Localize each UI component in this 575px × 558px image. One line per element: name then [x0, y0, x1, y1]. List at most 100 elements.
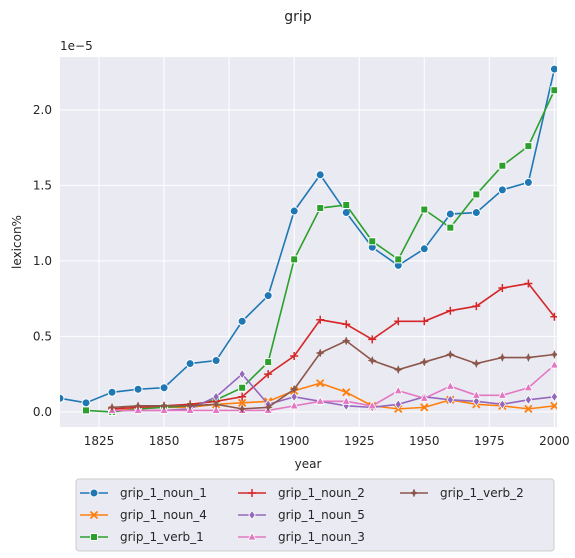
data-point-grip-1-noun-4	[238, 398, 247, 407]
data-point-grip-1-verb-1	[472, 190, 481, 199]
legend-marker	[248, 509, 256, 521]
legend-item-grip-1-noun-2: grip_1_noun_2	[238, 486, 365, 500]
y-tick-label: 0.0	[33, 405, 52, 419]
data-point-grip-1-noun-2	[368, 335, 377, 344]
data-point-grip-1-noun-4	[524, 404, 533, 414]
x-tick-label: 2000	[539, 434, 570, 448]
data-point-grip-1-noun-5	[524, 394, 533, 406]
data-point-grip-1-verb-2	[549, 349, 557, 360]
y-axis: 0.0 0.5 1.0 1.5 2.0	[33, 103, 52, 419]
data-point-grip-1-noun-2	[472, 302, 481, 311]
legend-item-grip-1-verb-2: grip_1_verb_2	[400, 486, 524, 500]
data-point-grip-1-noun-3	[419, 392, 429, 402]
data-point-grip-1-verb-2	[107, 402, 117, 413]
data-point-grip-1-noun-5	[446, 394, 455, 406]
data-point-grip-1-noun-3	[497, 389, 508, 399]
data-point-grip-1-noun-5	[394, 399, 402, 410]
data-point-grip-1-noun-5	[238, 368, 246, 380]
legend-marker	[248, 489, 256, 497]
data-point-grip-1-noun-4	[550, 401, 557, 410]
data-point-grip-1-verb-1	[82, 406, 91, 415]
x-tick-label: 1975	[474, 434, 505, 448]
data-point-grip-1-noun-1	[549, 64, 557, 74]
data-point-grip-1-noun-1	[60, 393, 65, 403]
series-grip-1-noun-3	[107, 359, 557, 414]
data-point-grip-1-noun-2	[290, 352, 299, 361]
data-point-grip-1-noun-3	[367, 400, 377, 410]
data-point-grip-1-noun-1	[289, 206, 299, 216]
data-point-grip-1-noun-1	[471, 208, 481, 218]
data-point-grip-1-verb-2	[211, 399, 221, 410]
x-axis-label: year	[295, 457, 322, 471]
legend-label: grip_1_noun_1	[120, 486, 207, 500]
data-point-grip-1-verb-2	[159, 401, 169, 411]
data-point-grip-1-verb-1	[368, 237, 377, 246]
data-point-grip-1-noun-4	[420, 403, 429, 412]
data-point-grip-1-verb-2	[185, 401, 195, 411]
series-group	[60, 64, 557, 416]
legend-marker	[89, 510, 99, 520]
data-point-grip-1-noun-1	[211, 356, 221, 366]
data-point-grip-1-noun-2	[264, 370, 273, 379]
data-point-grip-1-noun-2	[524, 279, 533, 288]
data-point-grip-1-noun-1	[523, 177, 533, 187]
x-tick-label: 1875	[214, 434, 245, 448]
legend-item-grip-1-noun-4: grip_1_noun_4	[80, 508, 207, 522]
data-point-grip-1-noun-1	[315, 170, 325, 180]
data-point-grip-1-noun-4	[342, 388, 351, 397]
data-point-grip-1-noun-3	[289, 400, 299, 410]
data-point-grip-1-verb-2	[393, 364, 403, 375]
data-point-grip-1-noun-1	[159, 383, 169, 393]
legend-marker	[247, 531, 257, 541]
legend-marker	[90, 533, 98, 541]
data-point-grip-1-verb-2	[445, 349, 455, 360]
plot-area	[60, 57, 557, 427]
x-axis: 1825 1850 1875 1900 1925 1950 1975 2000	[84, 434, 570, 448]
data-point-grip-1-noun-1	[185, 359, 195, 369]
data-point-grip-1-noun-3	[341, 395, 351, 405]
data-point-grip-1-noun-1	[107, 387, 117, 397]
data-point-grip-1-noun-2	[550, 312, 557, 321]
legend-frame	[75, 478, 555, 552]
legend-item-grip-1-verb-1: grip_1_verb_1	[80, 530, 204, 544]
data-point-grip-1-noun-1	[263, 291, 273, 301]
data-point-grip-1-verb-1	[550, 86, 557, 95]
data-point-grip-1-verb-1	[394, 255, 403, 264]
legend-item-grip-1-noun-5: grip_1_noun_5	[238, 508, 365, 522]
y-tick-label: 2.0	[33, 103, 52, 117]
legend-marker	[89, 488, 99, 498]
data-point-grip-1-verb-2	[367, 355, 377, 366]
series-line-grip-1-noun-2	[111, 282, 556, 410]
data-point-grip-1-verb-2	[263, 402, 273, 413]
data-point-grip-1-noun-2	[446, 306, 455, 315]
data-point-grip-1-noun-3	[315, 395, 325, 405]
series-line-grip-1-noun-4	[111, 382, 555, 412]
data-point-grip-1-noun-2	[342, 320, 351, 329]
data-point-grip-1-noun-2	[420, 317, 429, 326]
legend-marker	[409, 488, 419, 498]
data-point-grip-1-verb-2	[523, 352, 534, 363]
y-offset-label: 1e−5	[60, 39, 93, 53]
data-point-grip-1-noun-2	[498, 284, 507, 293]
data-point-grip-1-noun-3	[445, 380, 455, 390]
legend-label: grip_1_verb_2	[440, 486, 524, 500]
data-point-grip-1-verb-1	[290, 255, 299, 264]
data-point-grip-1-verb-1	[420, 205, 429, 214]
y-tick-label: 1.5	[33, 178, 52, 192]
data-point-grip-1-noun-2	[238, 392, 247, 401]
data-point-grip-1-verb-2	[419, 357, 429, 367]
data-point-grip-1-noun-1	[81, 398, 91, 408]
y-tick-label: 1.0	[33, 254, 52, 268]
legend-label: grip_1_verb_1	[120, 530, 204, 544]
data-point-grip-1-verb-1	[264, 358, 273, 367]
data-point-grip-1-noun-5	[498, 399, 507, 410]
legend-label: grip_1_noun_5	[278, 508, 365, 522]
data-point-grip-1-verb-1	[498, 161, 507, 170]
series-grip-1-noun-1	[60, 64, 557, 408]
data-point-grip-1-noun-1	[419, 244, 429, 254]
data-point-grip-1-noun-1	[445, 209, 455, 219]
data-point-grip-1-noun-1	[133, 384, 143, 394]
legend-item-grip-1-noun-3: grip_1_noun_3	[238, 530, 365, 544]
series-grip-1-verb-2	[107, 336, 557, 414]
